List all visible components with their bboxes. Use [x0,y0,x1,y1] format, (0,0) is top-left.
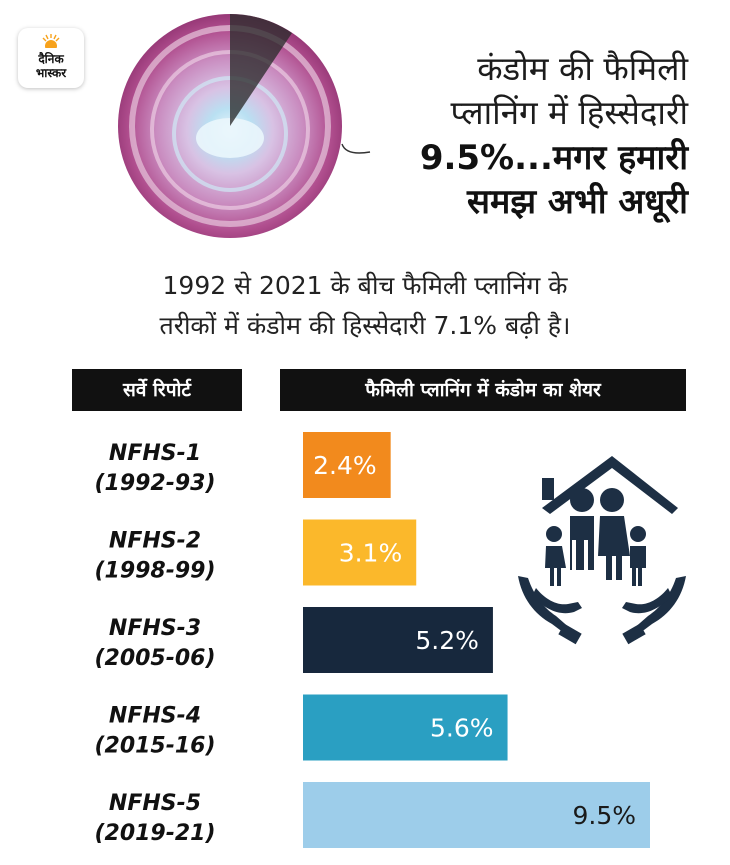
category-period-label: (2005-06) [94,646,215,671]
headline-line4: समझ अभी अधूरी [467,182,688,222]
dainik-bhaskar-logo: दैनिक भास्कर [18,28,84,88]
logo-text-line2: भास्कर [35,66,67,80]
subtitle-line2: तरीकों में कंडोम की हिस्सेदारी 7.1% बढ़ी… [159,311,571,340]
category-name-label: NFHS-3 [109,616,201,641]
bar-value-label: 3.1% [339,539,403,568]
bar-value-label: 5.2% [415,626,479,655]
category-name-label: NFHS-4 [109,704,201,729]
survey-report-header: सर्वे रिपोर्ट [72,369,242,411]
category-period-label: (2015-16) [94,734,215,759]
category-name-label: NFHS-1 [109,441,201,466]
subtitle-line1: 1992 से 2021 के बीच फैमिली प्लानिंग के [162,271,568,300]
sun-logo-icon [42,34,60,48]
bar-nfhs-4 [303,694,508,761]
category-period-label: (2019-21) [94,821,215,846]
bar-value-label: 5.6% [430,714,494,743]
bar-nfhs-3 [303,607,493,673]
condom-share-header: फैमिली प्लानिंग में कंडोम का शेयर [280,369,686,411]
bar-nfhs-2 [303,519,417,586]
bar-nfhs-5 [303,782,650,848]
bar-value-label: 9.5% [572,801,636,830]
family-home-icon [518,456,686,645]
bar-value-label: 2.4% [313,451,377,480]
connector-line [341,143,371,154]
condom-illustration [118,14,342,238]
category-period-label: (1992-93) [94,471,215,496]
headline-line1: कंडोम की फैमिली [477,49,688,88]
category-name-label: NFHS-2 [109,529,201,554]
headline-line3: 9.5%...मगर हमारी [419,138,688,178]
category-period-label: (1998-99) [94,559,215,584]
headline-line2: प्लानिंग में हिस्सेदारी [450,93,689,132]
category-name-label: NFHS-5 [109,791,201,816]
bar-nfhs-1 [303,432,391,498]
logo-text-line1: दैनिक [38,52,64,66]
